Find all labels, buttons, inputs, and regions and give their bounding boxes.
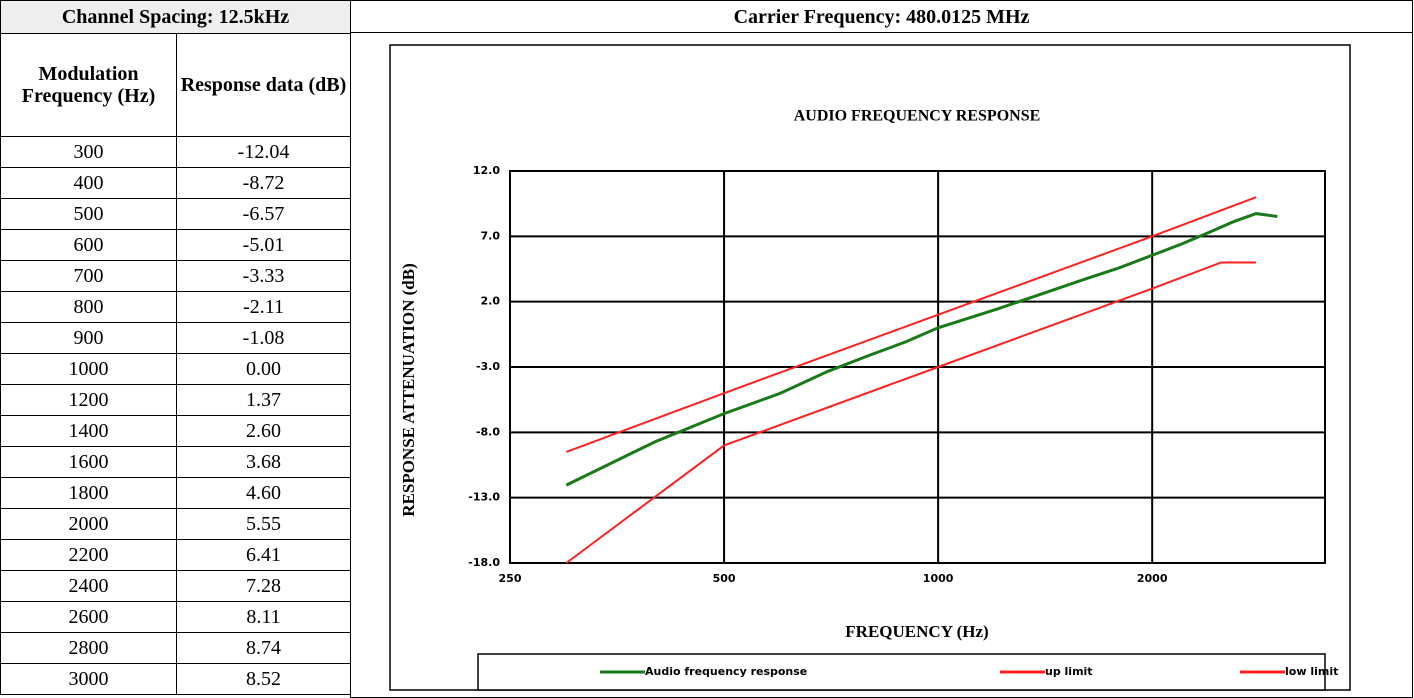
y-tick-label: 7.0: [481, 229, 501, 242]
cell: 8.11: [176, 601, 351, 633]
y-axis-label: RESPONSE ATTENUATION (dB): [399, 263, 418, 516]
x-axis-label: FREQUENCY (Hz): [845, 622, 988, 641]
cell: 2600: [0, 601, 177, 633]
cell: 3.68: [176, 446, 351, 478]
y-tick-label: 12.0: [473, 164, 500, 177]
chart-title: AUDIO FREQUENCY RESPONSE: [794, 108, 1041, 125]
y-tick-label: -13.0: [468, 491, 500, 504]
legend-label: Audio frequency response: [645, 665, 807, 678]
legend-label: up limit: [1045, 665, 1093, 678]
cell: -12.04: [176, 136, 351, 168]
cell: 1.37: [176, 384, 351, 416]
cell: 2200: [0, 539, 177, 571]
series-line: [565, 261, 1257, 564]
legend-label: low limit: [1285, 665, 1338, 678]
cell: 2000: [0, 508, 177, 540]
cell: 1000: [0, 353, 177, 385]
cell: -8.72: [176, 167, 351, 199]
x-tick-label: 2000: [1137, 572, 1168, 585]
cell: -3.33: [176, 260, 351, 292]
series-line: [565, 196, 1257, 453]
spacing: Channel Spacing: 12.5kHz: [0, 0, 351, 34]
x-tick-label: 500: [713, 572, 736, 585]
cell: 700: [0, 260, 177, 292]
y-tick-label: 2.0: [481, 295, 501, 308]
cell: 8.52: [176, 663, 351, 695]
x-tick-label: 1000: [923, 572, 954, 585]
col-header: Modulation Frequency (Hz): [0, 33, 177, 137]
cell: 1800: [0, 477, 177, 509]
x-tick-label: 250: [499, 572, 522, 585]
series-line: [565, 212, 1278, 487]
cell: -2.11: [176, 291, 351, 323]
y-tick-label: -18.0: [468, 556, 500, 569]
cell: 5.55: [176, 508, 351, 540]
y-tick-label: -8.0: [476, 425, 500, 438]
cell: -1.08: [176, 322, 351, 354]
cell: 400: [0, 167, 177, 199]
data-table: Channel Spacing: 12.5kHz Modulation Freq…: [0, 0, 351, 695]
cell: 300: [0, 136, 177, 168]
cell: 2.60: [176, 415, 351, 447]
cell: 3000: [0, 663, 177, 695]
y-tick-label: -3.0: [476, 360, 500, 373]
